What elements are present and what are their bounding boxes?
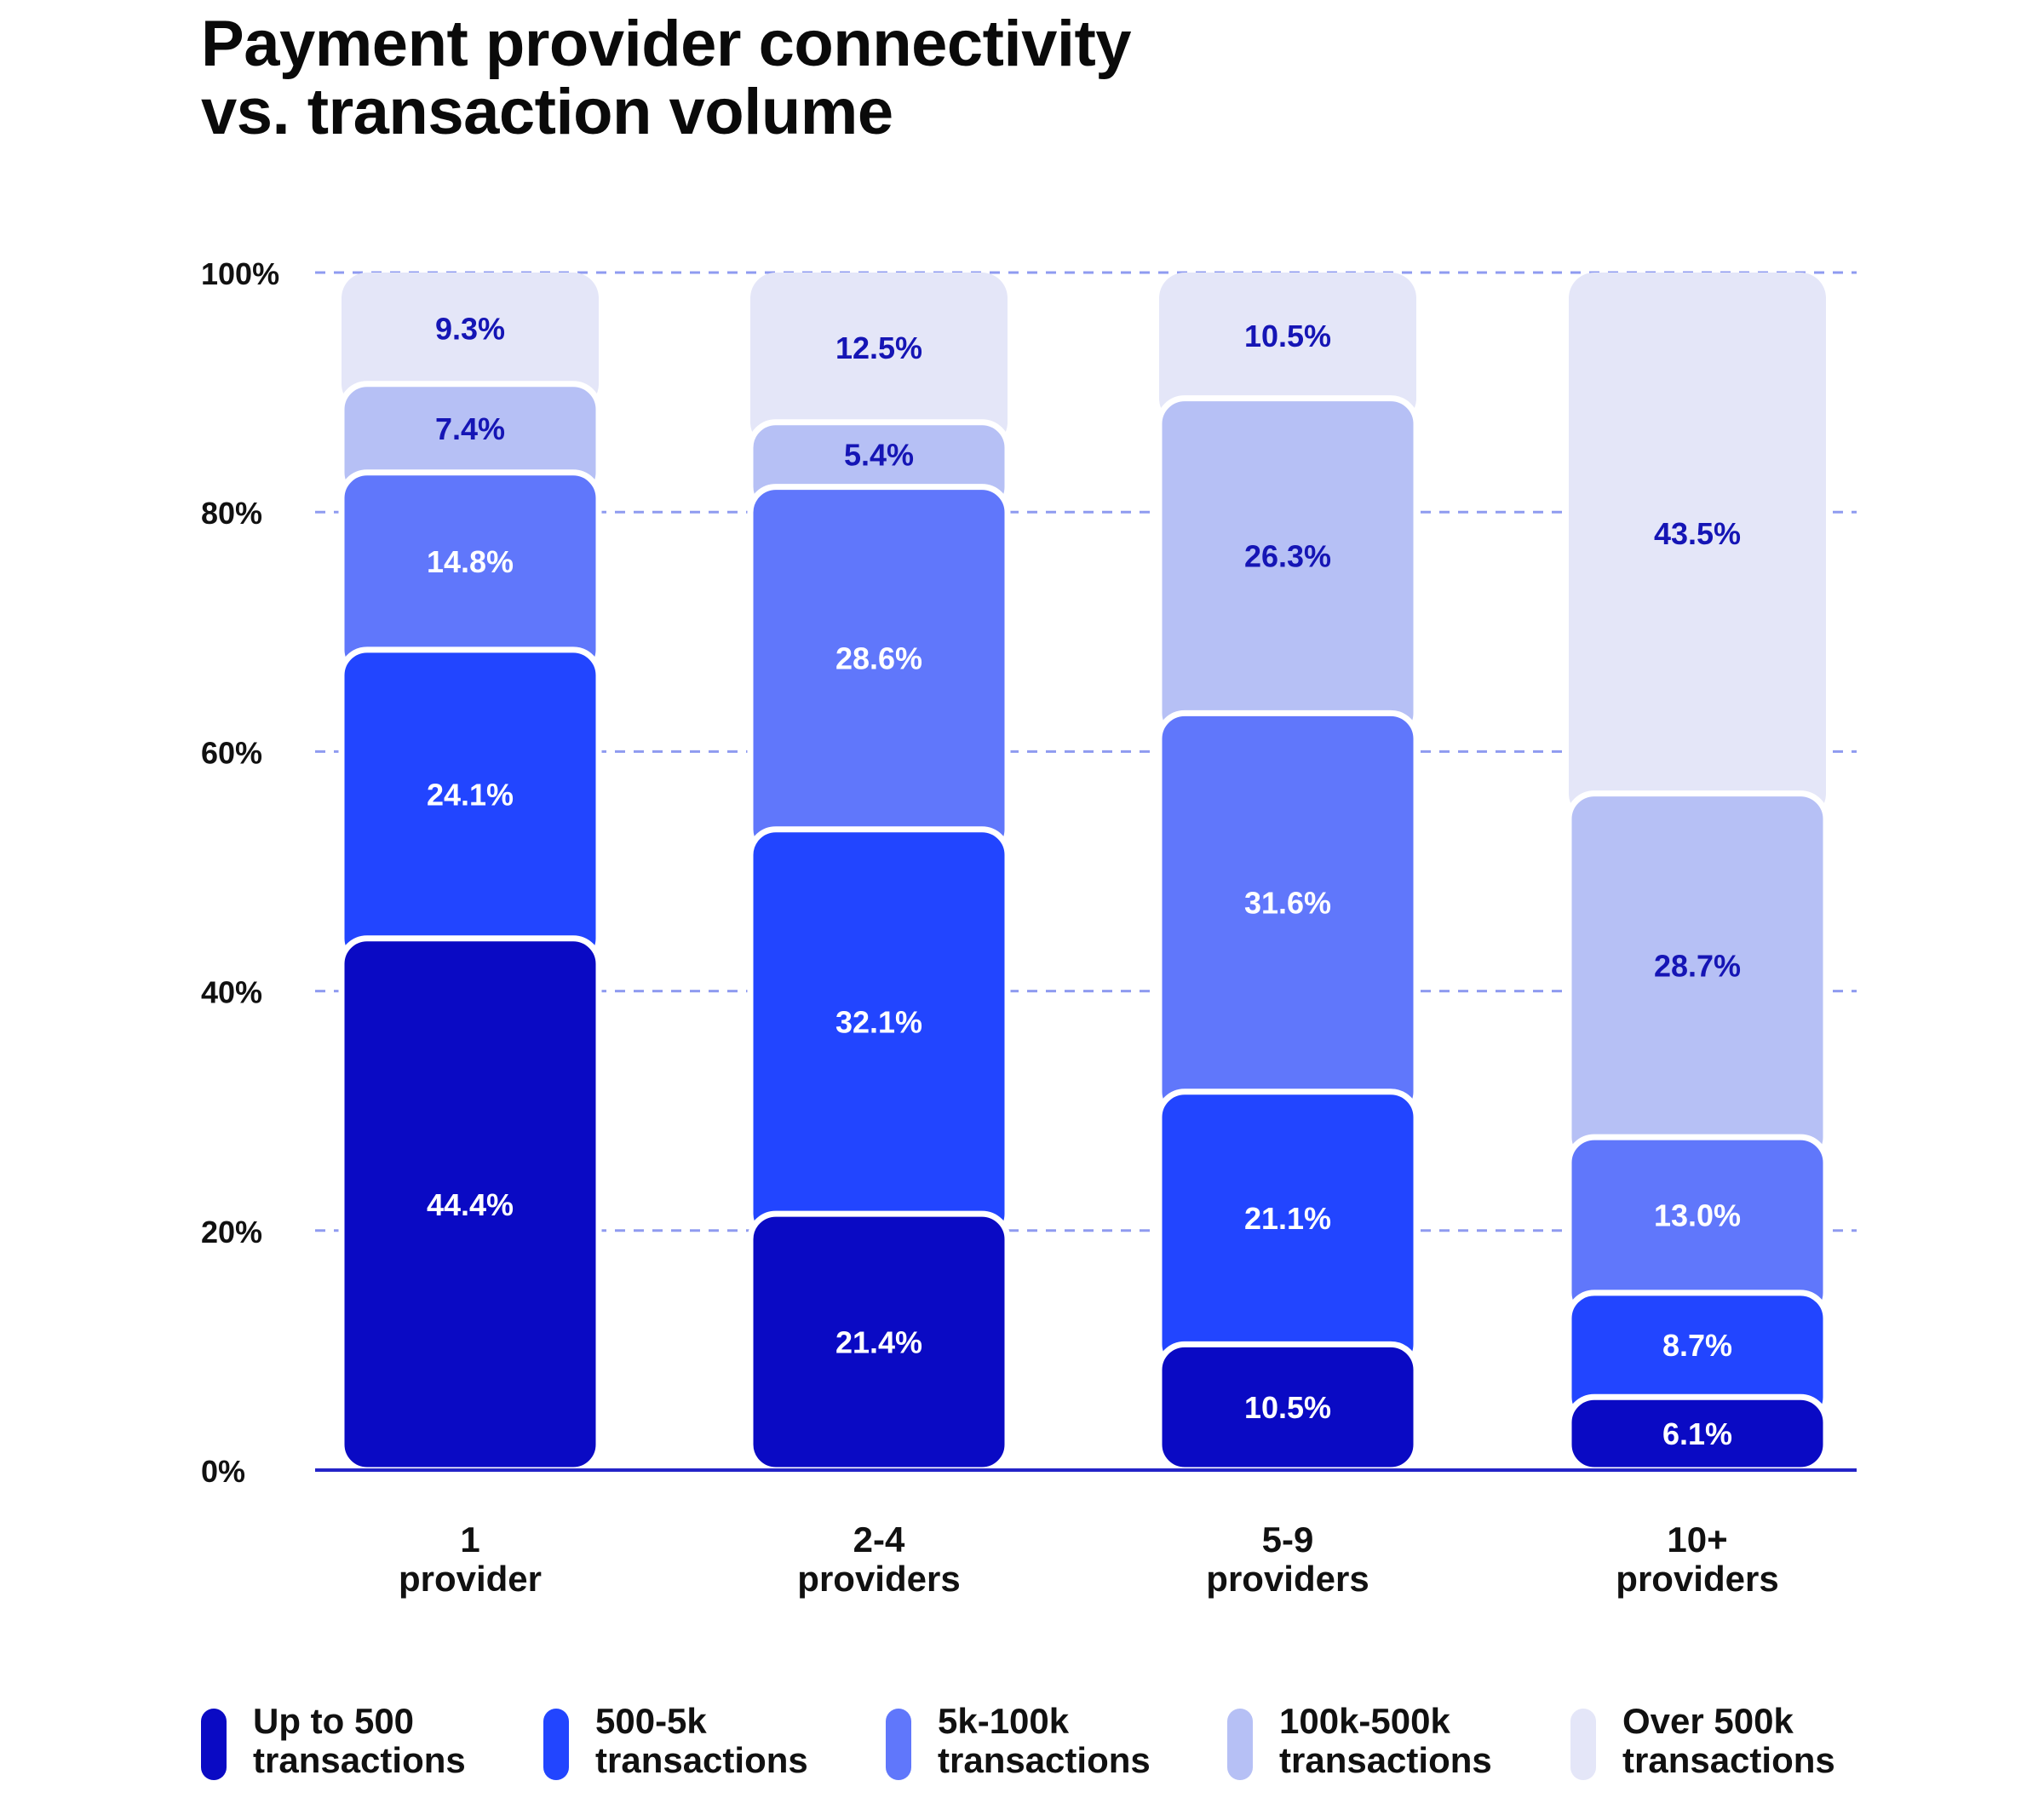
- legend-swatch: [201, 1709, 227, 1780]
- legend-swatch: [886, 1709, 911, 1780]
- stacked-bar-chart: 0% 20% 40% 60% 80% 100% 44.4% 24.1% 14.8% 7.4% 9.3…: [201, 256, 1857, 1599]
- legend-swatch: [543, 1709, 569, 1780]
- data-label: 43.5%: [1654, 516, 1741, 551]
- data-label: 6.1%: [1662, 1416, 1732, 1451]
- chart-title-line-1: Payment provider connectivity: [201, 8, 1132, 80]
- data-label: 7.4%: [435, 411, 505, 446]
- legend-label-line-2: transactions: [1622, 1740, 1835, 1780]
- legend-label: Up to 500 transactions: [253, 1702, 466, 1780]
- legend-label: 100k-500k transactions: [1279, 1702, 1492, 1780]
- legend-label-line-2: transactions: [1279, 1740, 1492, 1780]
- data-label: 26.3%: [1244, 539, 1331, 574]
- y-tick-label: 60%: [201, 735, 262, 770]
- y-tick-label: 0%: [201, 1454, 245, 1489]
- data-label: 31.6%: [1244, 886, 1331, 921]
- data-label: 24.1%: [427, 777, 514, 812]
- chart-title-line-2: vs. transaction volume: [201, 76, 893, 148]
- data-label: 32.1%: [835, 1004, 922, 1039]
- legend-label-line-2: transactions: [595, 1740, 808, 1780]
- legend-label-line-1: 5k-100k: [938, 1701, 1070, 1741]
- x-tick-label: providers: [1616, 1559, 1778, 1599]
- x-tick-label: 10+: [1667, 1519, 1727, 1560]
- x-tick-label: provider: [399, 1559, 542, 1599]
- legend-label-line-1: Up to 500: [253, 1701, 415, 1741]
- x-tick-label: 1: [460, 1519, 479, 1560]
- legend-label: 5k-100k transactions: [938, 1702, 1151, 1780]
- legend-label-line-1: 500-5k: [595, 1701, 707, 1741]
- chart-title: Payment provider connectivity vs. transa…: [201, 8, 1132, 148]
- data-label: 10.5%: [1244, 319, 1331, 353]
- y-tick-label: 80%: [201, 496, 262, 531]
- x-tick-label: 5-9: [1262, 1519, 1314, 1560]
- data-label: 44.4%: [427, 1187, 514, 1222]
- data-label: 5.4%: [844, 438, 914, 473]
- data-label: 21.1%: [1244, 1201, 1331, 1236]
- legend-swatch: [1227, 1709, 1253, 1780]
- legend-swatch: [1570, 1709, 1596, 1780]
- x-tick-label: providers: [1206, 1559, 1369, 1599]
- x-tick-label: 2-4: [853, 1519, 905, 1560]
- data-label: 12.5%: [835, 330, 922, 365]
- bar-segment: [750, 273, 1008, 448]
- data-label: 28.6%: [835, 641, 922, 676]
- legend-label-line-2: transactions: [253, 1740, 466, 1780]
- data-label: 21.4%: [835, 1325, 922, 1360]
- data-label: 13.0%: [1654, 1198, 1741, 1233]
- x-tick-label: providers: [797, 1559, 960, 1599]
- bar-segment: [1159, 273, 1416, 424]
- y-tick-label: 100%: [201, 256, 279, 291]
- legend-label: Over 500k transactions: [1622, 1702, 1835, 1780]
- y-tick-label: 20%: [201, 1215, 262, 1249]
- data-label: 8.7%: [1662, 1328, 1732, 1363]
- y-tick-label: 40%: [201, 975, 262, 1010]
- legend-label: 500-5k transactions: [595, 1702, 808, 1780]
- bar-segment: [1569, 273, 1826, 819]
- legend-label-line-1: 100k-500k: [1279, 1701, 1450, 1741]
- legend-label-line-2: transactions: [938, 1740, 1151, 1780]
- data-label: 9.3%: [435, 311, 505, 346]
- data-label: 10.5%: [1244, 1390, 1331, 1425]
- data-label: 14.8%: [427, 544, 514, 579]
- bar-segment: [342, 273, 599, 410]
- legend-label-line-1: Over 500k: [1622, 1701, 1794, 1741]
- data-label: 28.7%: [1654, 948, 1741, 983]
